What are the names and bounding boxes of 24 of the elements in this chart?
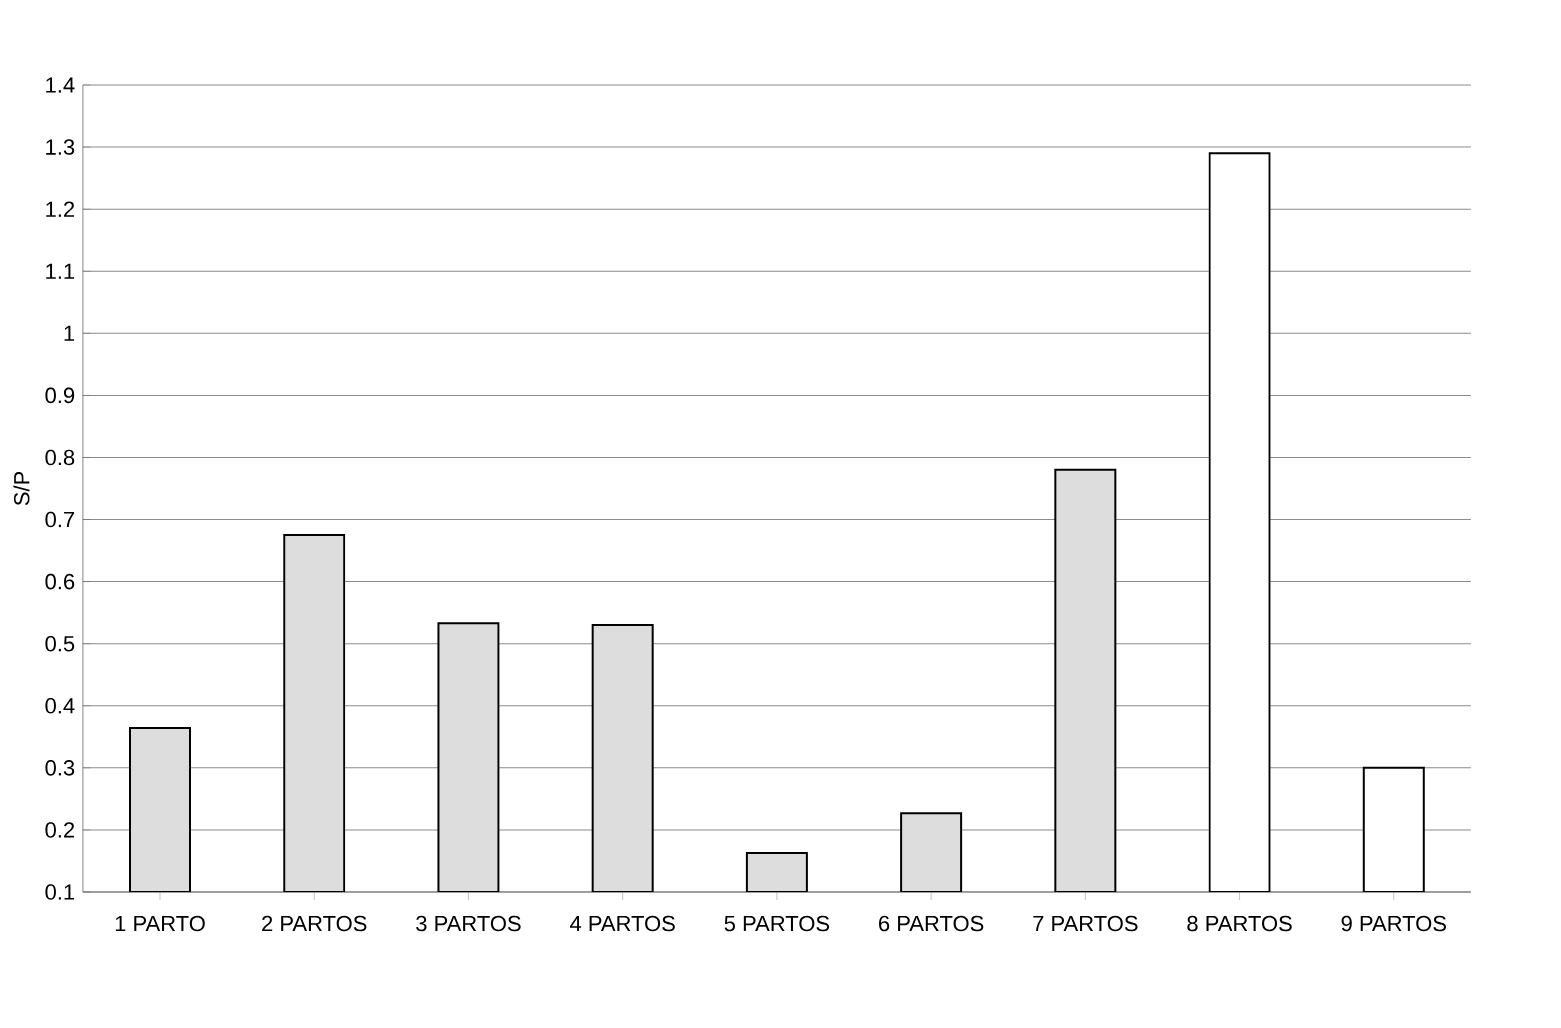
x-tick-label: 8 PARTOS <box>1187 915 1292 932</box>
y-axis-title: S/P <box>13 471 30 506</box>
y-tick-label: 0.9 <box>45 387 75 404</box>
y-tick-label: 0.4 <box>45 698 75 714</box>
y-tick-label: 1.2 <box>46 201 75 217</box>
y-tick-label: 0.1 <box>45 884 75 900</box>
y-tick-label: 0.7 <box>45 511 75 528</box>
x-tick-label: 5 PARTOS <box>724 915 830 932</box>
x-tick-label: 3 PARTOS <box>416 915 521 932</box>
y-tick-label: 1.3 <box>46 139 75 155</box>
x-tick-label: 2 PARTOS <box>262 915 367 932</box>
x-tick-label: 4 PARTOS <box>569 915 675 932</box>
y-tick-label: 1.4 <box>46 77 75 93</box>
y-tick-label: 0.8 <box>45 449 75 466</box>
y-tick-label: 0.5 <box>45 635 75 652</box>
y-tick-label: 0.2 <box>45 822 75 838</box>
y-tick-label: 0.3 <box>45 760 75 776</box>
x-tick-label: 1 PARTO <box>115 915 205 932</box>
x-tick-label: 6 PARTOS <box>879 915 984 932</box>
y-tick-label: 1.1 <box>46 263 75 279</box>
x-tick-label: 7 PARTOS <box>1033 915 1138 932</box>
x-tick-label: 9 PARTOS <box>1341 915 1446 932</box>
y-tick-label: 1 <box>64 325 75 341</box>
y-tick-label: 0.6 <box>45 573 75 590</box>
